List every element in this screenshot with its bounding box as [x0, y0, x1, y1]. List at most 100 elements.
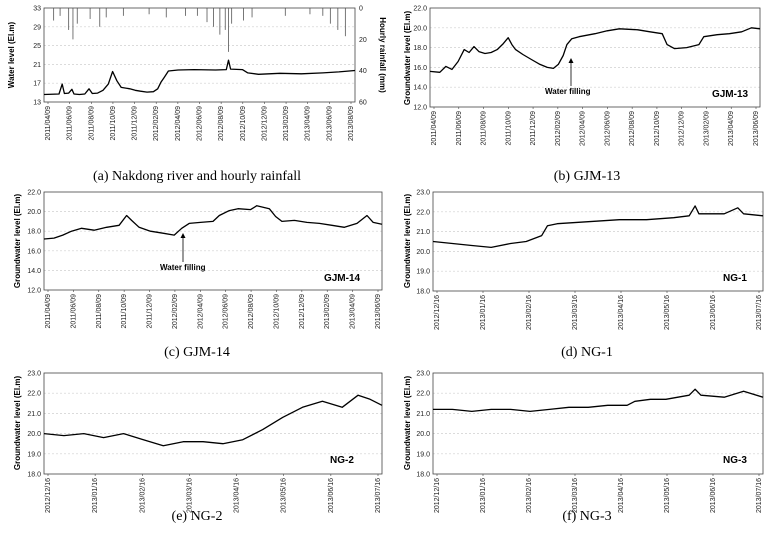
x-tick-label: 2011/10/09 [121, 294, 128, 329]
y-axis-label: Groundwater level (El.m) [13, 376, 22, 471]
x-tick-label: 2013/02/16 [139, 478, 146, 513]
x-tick-label: 2013/07/16 [375, 478, 382, 513]
y-right-tick-label: 0 [359, 6, 363, 13]
x-tick-label: 2013/06/09 [326, 106, 333, 141]
annotation-text: Water filling [545, 87, 591, 96]
x-tick-label: 2013/05/16 [664, 295, 671, 330]
y-tick-label: 19.0 [416, 269, 430, 276]
x-tick-label: 2011/06/09 [456, 111, 463, 146]
x-tick-label: 2013/02/16 [526, 478, 533, 513]
y-right-tick-label: 60 [359, 100, 367, 107]
x-tick-label: 2013/07/16 [756, 295, 763, 330]
x-tick-label: 2011/12/09 [132, 106, 139, 141]
x-tick-label: 2011/12/09 [147, 294, 154, 329]
series-line [433, 388, 764, 413]
x-tick-label: 2012/10/09 [654, 111, 661, 146]
x-tick-label: 2013/06/16 [710, 478, 717, 513]
y-right-tick-label: 20 [359, 37, 367, 44]
x-tick-label: 2013/04/16 [234, 478, 241, 513]
x-tick-label: 2011/12/09 [530, 111, 537, 146]
x-tick-label: 2013/04/09 [728, 111, 735, 146]
x-tick-label: 2013/02/09 [283, 106, 290, 141]
y-tick-label: 12.0 [27, 288, 41, 295]
y-tick-label: 22.0 [413, 6, 427, 13]
x-tick-label: 2011/06/09 [70, 294, 77, 329]
x-tick-label: 2012/12/16 [434, 478, 441, 513]
x-tick-label: 2012/02/09 [153, 106, 160, 141]
y-tick-label: 22.0 [416, 391, 430, 398]
y-tick-label: 23.0 [416, 371, 430, 378]
y-tick-label: 20.0 [27, 209, 41, 216]
panel-caption: (a) Nakdong river and hourly rainfall [93, 169, 301, 184]
x-tick-label: 2012/12/16 [434, 295, 441, 330]
series-line [429, 27, 761, 73]
y-tick-label: 21.0 [416, 229, 430, 236]
chart-f: 18.0 19.0 20.0 21.0 22.0 23.0 2012/12/16 2013/0… [403, 371, 764, 524]
x-tick-label: 2012/08/09 [629, 111, 636, 146]
x-tick-label: 2013/06/09 [753, 111, 760, 146]
x-tick-label: 2013/03/16 [572, 295, 579, 330]
series-line [43, 59, 356, 96]
y-tick-label: 18.0 [413, 45, 427, 52]
plot-frame [429, 7, 761, 108]
y-tick-label: 25 [33, 43, 41, 50]
y-axis-label: Groundwater level (El.m) [403, 11, 412, 106]
plot-frame [43, 191, 383, 291]
y-tick-label: 18.0 [416, 289, 430, 296]
x-tick-label: 2012/08/09 [218, 106, 225, 141]
y-tick-label: 18.0 [27, 229, 41, 236]
y-tick-label: 22.0 [27, 391, 41, 398]
x-tick-label: 2012/12/09 [261, 106, 268, 141]
x-tick-label: 2013/02/16 [526, 295, 533, 330]
panel-caption: (e) NG-2 [172, 509, 223, 524]
y-tick-label: 21 [33, 62, 41, 69]
y-tick-label: 13 [33, 100, 41, 107]
x-tick-label: 2013/04/16 [618, 295, 625, 330]
y-tick-label: 14.0 [27, 268, 41, 275]
x-tick-label: 2012/12/09 [679, 111, 686, 146]
x-tick-label: 2012/02/09 [172, 294, 179, 329]
panel-caption: (b) GJM-13 [554, 169, 621, 184]
y-tick-label: 17 [33, 81, 41, 88]
x-tick-label: 2013/05/16 [664, 478, 671, 513]
x-tick-label: 2012/10/09 [273, 294, 280, 329]
arrow-head [568, 58, 574, 63]
y-tick-label: 29 [33, 24, 41, 31]
y-right-tick-label: 40 [359, 68, 367, 75]
x-tick-label: 2012/02/09 [555, 111, 562, 146]
x-tick-label: 2011/10/09 [110, 106, 117, 141]
y-tick-label: 20.0 [27, 431, 41, 438]
panel-caption: (c) GJM-14 [164, 345, 230, 360]
x-tick-label: 2011/08/09 [481, 111, 488, 146]
x-tick-label: 2013/04/16 [618, 478, 625, 513]
x-tick-label: 2013/04/09 [350, 294, 357, 329]
plot-frame [432, 191, 764, 292]
x-tick-label: 2012/12/16 [45, 478, 52, 513]
x-tick-label: 2013/03/16 [186, 478, 193, 513]
y-tick-label: 14.0 [413, 85, 427, 92]
x-tick-label: 2013/03/16 [572, 478, 579, 513]
y-tick-label: 20.0 [416, 431, 430, 438]
chart-e: 18.0 19.0 20.0 21.0 22.0 23.0 2012/12/16 2013/0… [13, 371, 383, 524]
x-tick-label: 2013/01/16 [92, 478, 99, 513]
y-tick-label: 18.0 [416, 472, 430, 479]
x-tick-label: 2011/04/09 [45, 294, 52, 329]
arrow-head [180, 233, 186, 238]
chart-d: 18.0 19.0 20.0 21.0 22.0 23.0 2012/12/16 2013/0… [403, 190, 764, 360]
x-tick-label: 2011/08/09 [88, 106, 95, 141]
panel-caption: (d) NG-1 [561, 345, 613, 360]
x-tick-label: 2012/06/09 [197, 106, 204, 141]
x-tick-label: 2012/04/09 [197, 294, 204, 329]
y-axis-label: Water level (El.m) [7, 21, 16, 88]
x-tick-label: 2013/08/09 [348, 106, 355, 141]
y-tick-label: 19.0 [27, 451, 41, 458]
x-tick-label: 2013/06/16 [328, 478, 335, 513]
x-tick-label: 2011/08/09 [96, 294, 103, 329]
x-tick-label: 2011/04/09 [431, 111, 438, 146]
plot-frame [43, 7, 356, 103]
well-label: NG-3 [723, 455, 747, 466]
chart-c: 12.0 14.0 16.0 18.0 20.0 22.0 2011/04/09 2011/0… [13, 190, 383, 360]
y-axis-label: Groundwater level (El.m) [13, 194, 22, 289]
x-tick-label: 2013/02/09 [324, 294, 331, 329]
